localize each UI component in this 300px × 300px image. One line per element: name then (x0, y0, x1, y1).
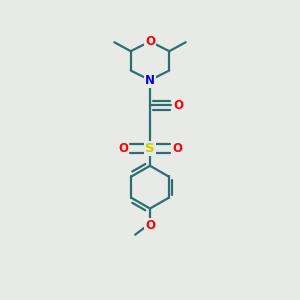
Text: S: S (145, 142, 155, 155)
Text: O: O (145, 219, 155, 232)
Text: O: O (145, 35, 155, 48)
Text: O: O (174, 99, 184, 112)
Text: O: O (172, 142, 182, 155)
Text: N: N (145, 74, 155, 87)
Text: O: O (118, 142, 128, 155)
